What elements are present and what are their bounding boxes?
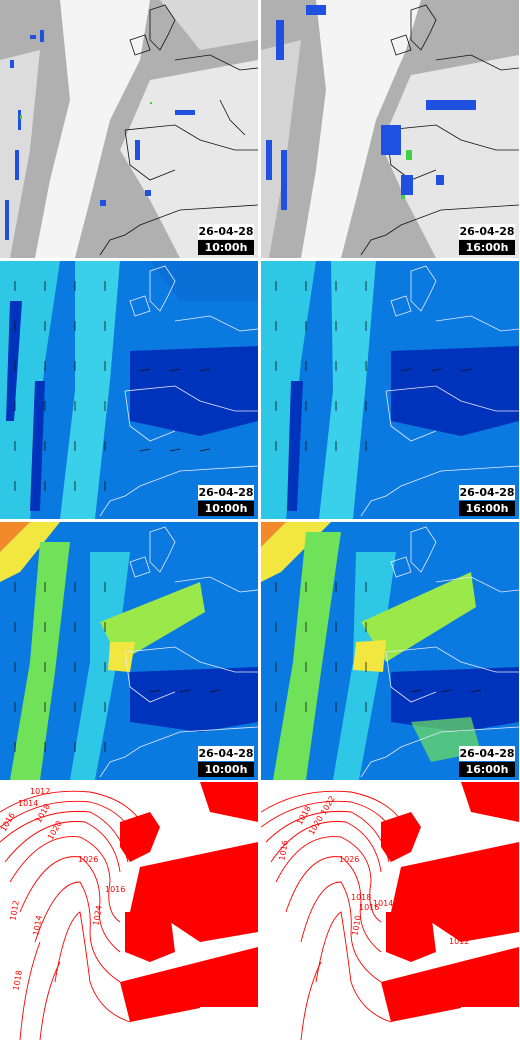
pressure-panel-16h: 1018 1020 1026 1022 1018 1016 1014 1012 … bbox=[261, 782, 519, 1040]
pressure-panel-10h: 1012 1014 1016 1018 1020 1026 1024 1016 … bbox=[0, 782, 258, 1040]
isobar-label: 1016 bbox=[277, 840, 289, 862]
isobar-label: 1010 bbox=[350, 915, 362, 937]
date-label: 26-04-28 bbox=[459, 746, 515, 761]
time-label: 10:00h bbox=[198, 762, 254, 777]
date-label: 26-04-28 bbox=[198, 485, 254, 500]
wind-map bbox=[261, 522, 519, 780]
time-label: 16:00h bbox=[459, 762, 515, 777]
satellite-map bbox=[261, 0, 519, 258]
isobar-label: 1018 bbox=[11, 970, 23, 992]
wind-map bbox=[0, 522, 258, 780]
satellite-panel-16h: 26-04-28 16:00h bbox=[261, 0, 519, 258]
time-label: 10:00h bbox=[198, 501, 254, 516]
isobar-label: 1016 bbox=[359, 903, 379, 912]
wind-map bbox=[0, 261, 258, 519]
isobar-label: 1016 bbox=[105, 885, 125, 894]
isobar-label: 1014 bbox=[31, 915, 43, 937]
date-label: 26-04-28 bbox=[459, 224, 515, 239]
date-label: 26-04-28 bbox=[198, 224, 254, 239]
wind-panel-low-16h: 26-04-28 16:00h bbox=[261, 261, 519, 519]
isobar-label: 1026 bbox=[78, 855, 98, 864]
satellite-map bbox=[0, 0, 258, 258]
time-label: 16:00h bbox=[459, 501, 515, 516]
isobar-label: 1012 bbox=[8, 900, 20, 922]
wind-panel-high-10h: 26-04-28 10:00h bbox=[0, 522, 258, 780]
isobar-map: 1012 1014 1016 1018 1020 1026 1024 1016 … bbox=[0, 782, 258, 1040]
wind-panel-low-10h: 26-04-28 10:00h bbox=[0, 261, 258, 519]
isobar-label: 1018 bbox=[351, 893, 371, 902]
isobar-label: 1014 bbox=[18, 799, 38, 808]
date-label: 26-04-28 bbox=[459, 485, 515, 500]
isobar-label: 1026 bbox=[339, 855, 359, 864]
date-label: 26-04-28 bbox=[198, 746, 254, 761]
wind-panel-high-16h: 26-04-28 16:00h bbox=[261, 522, 519, 780]
isobar-map: 1018 1020 1026 1022 1018 1016 1014 1012 … bbox=[261, 782, 519, 1040]
wind-map bbox=[261, 261, 519, 519]
time-label: 16:00h bbox=[459, 240, 515, 255]
isobar-label: 1012 bbox=[30, 787, 50, 796]
isobar-label: 1024 bbox=[91, 905, 103, 927]
satellite-panel-10h: 26-04-28 10:00h bbox=[0, 0, 258, 258]
time-label: 10:00h bbox=[198, 240, 254, 255]
isobar-label: 1012 bbox=[449, 937, 469, 946]
isobar-label: 1014 bbox=[373, 899, 393, 908]
